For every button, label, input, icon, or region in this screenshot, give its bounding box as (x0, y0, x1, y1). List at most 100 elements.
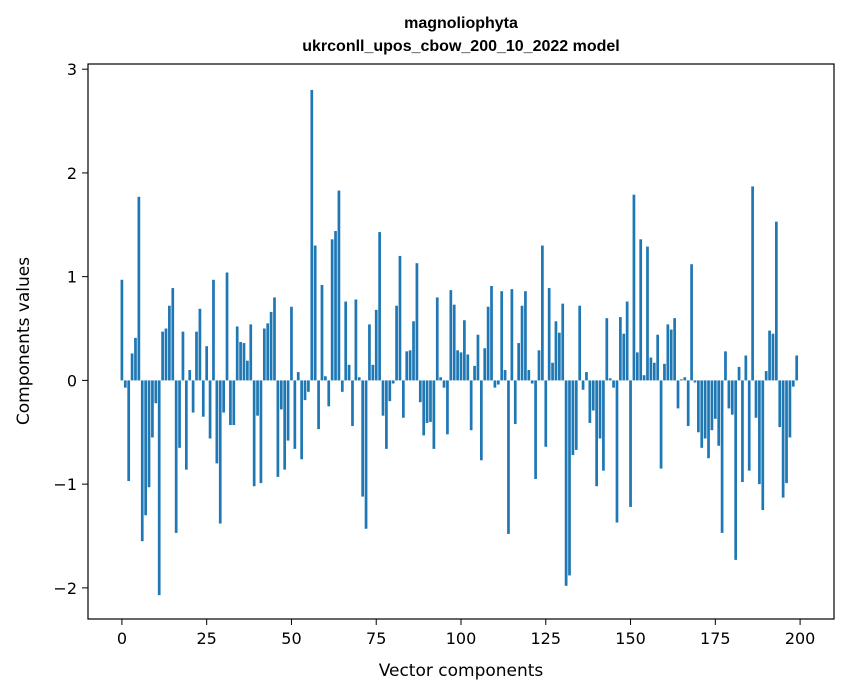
bar (191, 380, 195, 413)
bar (663, 363, 666, 381)
bar (225, 272, 229, 381)
bar (415, 263, 419, 381)
x-tick-label: 50 (281, 629, 301, 648)
bar (266, 323, 270, 381)
bar (168, 305, 171, 381)
bar (459, 352, 463, 381)
bar (585, 372, 588, 381)
bar (276, 380, 280, 477)
bar (656, 334, 660, 381)
y-tick-label: 0 (67, 371, 77, 390)
bar (144, 380, 147, 516)
bar (310, 89, 314, 381)
bar (595, 380, 598, 487)
bar (205, 346, 209, 381)
bar (418, 380, 422, 403)
bar (147, 380, 151, 488)
bar (239, 342, 242, 381)
x-axis-label: Vector components (379, 661, 544, 681)
bar (157, 380, 161, 596)
bar (161, 331, 164, 381)
bar (778, 380, 782, 428)
bar (262, 328, 266, 381)
x-tick-label: 75 (366, 629, 386, 648)
bar (120, 279, 124, 381)
x-tick-label: 25 (197, 629, 217, 648)
bar (290, 306, 293, 381)
bar (405, 351, 409, 381)
bar (249, 324, 253, 381)
bar (544, 380, 548, 447)
bar (184, 380, 188, 470)
bar (581, 380, 585, 390)
bar (768, 330, 771, 381)
bar (439, 377, 443, 381)
bar (351, 380, 354, 427)
bar (510, 289, 514, 381)
bar (710, 380, 714, 431)
bar (412, 321, 415, 381)
bar (541, 245, 544, 381)
bar (327, 380, 331, 407)
bar (741, 380, 744, 483)
bar (676, 380, 680, 409)
bar (561, 303, 565, 381)
bar (476, 334, 480, 381)
x-tick-label: 200 (785, 629, 816, 648)
bar (554, 321, 558, 381)
bar (632, 194, 636, 381)
bar (361, 380, 365, 497)
bar (629, 380, 632, 507)
y-axis-label: Components values (14, 257, 34, 425)
bar (568, 380, 571, 576)
bar (666, 324, 670, 381)
bar (337, 190, 341, 381)
bar (273, 297, 276, 381)
y-tick-label: −1 (53, 475, 77, 494)
bar (388, 380, 392, 402)
bar (232, 380, 236, 426)
bar (357, 377, 361, 381)
x-tick-label: 175 (700, 629, 731, 648)
bar (781, 380, 785, 498)
bar (452, 304, 456, 381)
bar (717, 380, 721, 446)
bar (181, 331, 185, 381)
bar (652, 362, 656, 381)
bar (269, 311, 273, 381)
bar (493, 380, 497, 388)
bar (564, 380, 568, 586)
bar (764, 371, 768, 381)
bar (503, 370, 507, 381)
bar (727, 380, 731, 409)
bar (625, 301, 629, 381)
bar (378, 232, 381, 381)
bar (788, 380, 792, 438)
bar (178, 380, 181, 448)
bar (188, 370, 192, 381)
bar (334, 231, 337, 381)
bar (201, 380, 205, 417)
bar (744, 355, 748, 381)
bar (259, 380, 263, 484)
bar (639, 239, 643, 381)
x-axis-ticks: 0 25 50 75 100 125 150 175 200 (117, 619, 816, 648)
bar (402, 380, 405, 418)
bar (649, 357, 653, 381)
bar (700, 380, 704, 448)
bars-group (120, 89, 799, 596)
bar (235, 326, 239, 381)
bar (215, 380, 219, 464)
bar (330, 239, 334, 381)
bar (761, 380, 765, 511)
bar (775, 221, 778, 381)
bar (154, 380, 158, 404)
bar (134, 337, 137, 381)
chart-title: magnoliophyta (404, 15, 518, 32)
bar (547, 288, 551, 381)
bar (222, 380, 225, 413)
bar (574, 380, 578, 450)
bar (449, 290, 453, 381)
bar (307, 380, 310, 392)
